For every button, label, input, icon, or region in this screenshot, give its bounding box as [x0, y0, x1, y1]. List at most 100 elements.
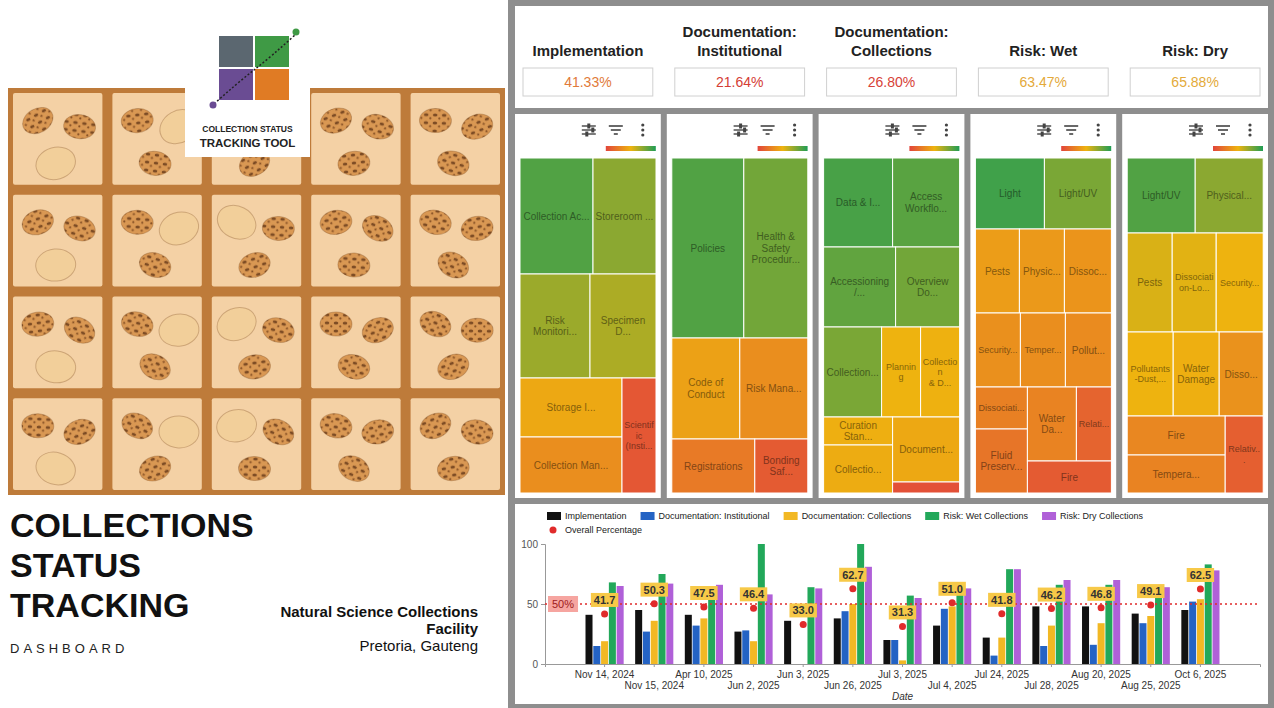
bar [849, 604, 856, 664]
y-axis: 050100 [521, 539, 545, 670]
icon-knob [1047, 128, 1050, 133]
treemap-labels: LightLight/UVPestsPhysic...Dissoc...Secu… [978, 188, 1109, 483]
treemap-panel: Data & I...AccessWorkflo...Accessioning/… [819, 114, 965, 498]
kpi-title-line: Implementation [532, 42, 643, 59]
legend-swatch [925, 512, 939, 520]
x-tick-label: Oct 6, 2025 [1175, 669, 1227, 680]
legend-label: Documentation: Collections [802, 511, 912, 521]
treemap-label-line: -Dust,... [1134, 374, 1166, 384]
treemap-panel: Light/UVPhysical...PestsDissociation-Lo.… [1122, 114, 1268, 498]
y-tick: 50 [527, 599, 545, 610]
reference-line [545, 603, 1260, 605]
treemap-label: BondingSaf... [763, 455, 800, 478]
x-tick-mark [852, 664, 853, 667]
treemap-cell [975, 429, 1027, 493]
treemap-label-line: Dissociati... [978, 403, 1024, 413]
treemap-label-line: Temper... [1024, 345, 1061, 355]
dashboard-page: COLLECTION STATUSTRACKING TOOLCOLLECTION… [0, 0, 1274, 708]
x-tick-mark [753, 664, 754, 667]
icon-dot [641, 123, 644, 126]
data-labels: 41.750.347.546.433.062.731.351.041.846.2… [591, 568, 1214, 620]
kpi-card: Risk: Dry65.88% [1130, 42, 1260, 96]
cover-subtitle: DASHBOARD [10, 641, 128, 656]
treemap-cells [520, 158, 656, 493]
bar [807, 587, 814, 664]
bar [1090, 645, 1097, 664]
treemap-label-line: (Insti... [625, 441, 652, 451]
treemap-label: Pollut... [1072, 345, 1105, 356]
bar [1082, 606, 1089, 664]
treemap-label-line: Safety [762, 243, 790, 254]
x-tick: Apr 10, 2025 [675, 664, 733, 680]
bar [1132, 614, 1139, 664]
data-label-box [789, 603, 816, 617]
data-label-box [889, 605, 916, 619]
treemap-label-line: Conduct [687, 389, 724, 400]
icon-stroke [1216, 125, 1230, 127]
treemap-label-line: Fire [1061, 472, 1079, 483]
data-label-box [591, 593, 618, 607]
kpi-value-box [1130, 68, 1260, 96]
treemap-label-line: Pollutants [1130, 364, 1170, 374]
data-label-box [690, 586, 717, 600]
treemap-label: Light/UV [1059, 188, 1098, 199]
scatter-point [949, 599, 956, 606]
treemap-label-line: Fluid [991, 450, 1013, 461]
treemap-label-line: Relativ.. [1228, 444, 1260, 454]
scatter-point [750, 605, 757, 612]
x-tick-label: Jun 3, 2025 [777, 669, 830, 680]
kpi-value-box [675, 68, 805, 96]
kpi-value: 65.88% [1171, 74, 1218, 90]
x-tick-label: Nov 14, 2024 [575, 669, 635, 680]
color-bar [1061, 146, 1111, 151]
panel-background [1122, 114, 1268, 498]
bar [956, 585, 963, 664]
bar [1014, 569, 1021, 664]
treemap-label: Tempera... [1153, 469, 1200, 480]
treemap-cell [882, 327, 921, 417]
treemap-label: Dissociation-Lo... [1175, 272, 1214, 292]
icon-knob [737, 132, 740, 137]
treemap-label-line: Code of [688, 377, 723, 388]
panel-background [515, 114, 661, 498]
cover-title: STATUS [10, 546, 141, 584]
panel-icons [885, 123, 948, 136]
treemap-cell [896, 247, 960, 327]
treemap-label-line: Da... [1041, 424, 1062, 435]
icon-knob [1199, 128, 1202, 133]
icon-stroke [1069, 133, 1073, 135]
treemap-label: WaterDamage [1177, 363, 1215, 386]
bar [891, 640, 898, 664]
cover-title: TRACKING [10, 586, 189, 624]
bar-chart: ImplementationDocumentation: Institution… [515, 504, 1268, 704]
icon-dot [793, 123, 796, 126]
logo-text: COLLECTION STATUS [202, 124, 293, 134]
icon-stroke [912, 125, 926, 127]
x-tick-mark [902, 664, 903, 667]
treemap-label-line: Light/UV [1059, 188, 1098, 199]
treemap-cell [893, 417, 960, 482]
reference-label: 50% [552, 598, 574, 610]
x-tick-mark [803, 664, 804, 667]
treemap-cell [593, 158, 656, 274]
treemap-cell [893, 482, 960, 493]
logo-tile [219, 36, 253, 67]
icon-stroke [917, 133, 921, 135]
scatter-point [800, 621, 807, 628]
treemap-label-line: g [899, 372, 904, 382]
icon-stroke [1037, 133, 1051, 134]
treemap-label: Collection Man... [534, 460, 608, 471]
bar [593, 646, 600, 664]
treemap-cell [1027, 461, 1111, 493]
treemap-label: OverviewDo... [907, 276, 949, 299]
x-tick-mark [703, 664, 704, 667]
y-axis-line [541, 545, 546, 665]
kpi-card: Risk: Wet63.47% [978, 42, 1108, 96]
treemap-label-line: /... [854, 287, 865, 298]
color-bar [606, 146, 656, 151]
logo-tile [255, 36, 289, 67]
treemap-label: Collection Ac... [523, 211, 589, 222]
treemap-label: Data & I... [836, 197, 880, 208]
kpi-title: Documentation:Institutional [683, 23, 797, 59]
treemap-label-line: Scientif [624, 420, 654, 430]
